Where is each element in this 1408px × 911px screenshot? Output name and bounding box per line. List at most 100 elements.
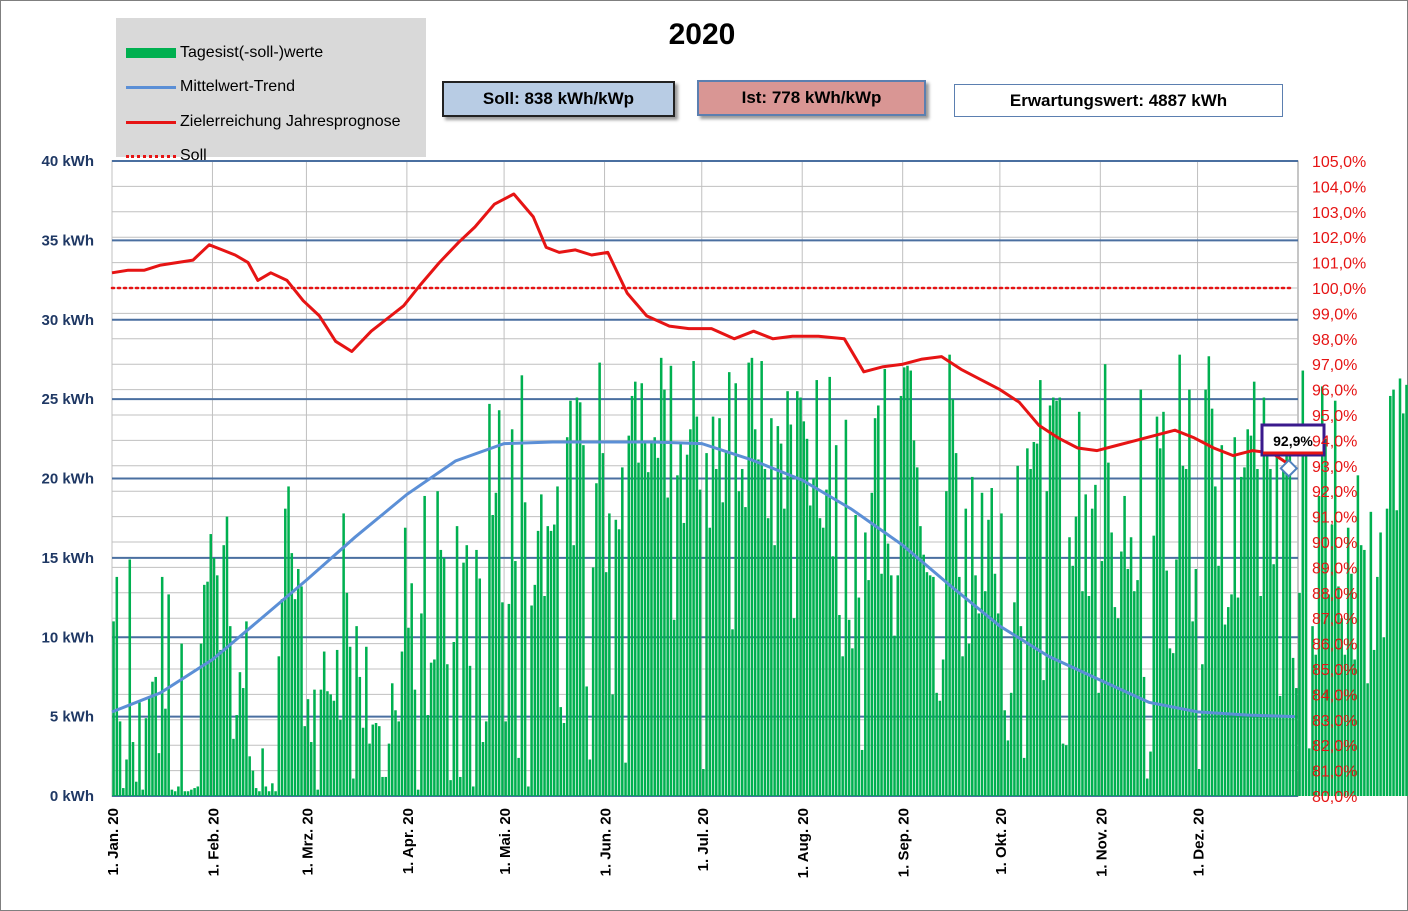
- y-left-tick-label: 40 kWh: [41, 153, 94, 170]
- bar-day: [199, 643, 203, 796]
- bar-day: [915, 467, 919, 796]
- bar-day: [352, 778, 355, 796]
- y-right-tick-label: 89,0%: [1312, 560, 1357, 577]
- bar-day: [488, 403, 491, 796]
- bar-day: [932, 576, 935, 796]
- bar-day: [702, 769, 705, 796]
- bar-day: [1120, 551, 1123, 796]
- bar-day: [1042, 680, 1045, 796]
- bar-day: [964, 508, 968, 796]
- bar-day: [624, 762, 627, 796]
- bar-day: [617, 529, 621, 796]
- bar-day: [834, 445, 838, 796]
- bar-day: [316, 789, 319, 796]
- bar-day: [938, 700, 942, 796]
- bar-day: [115, 576, 119, 796]
- x-tick-label: 1. Dez. 20: [1191, 808, 1208, 876]
- bar-day: [358, 676, 362, 796]
- bar-day: [951, 399, 955, 797]
- bar-day: [1016, 465, 1019, 796]
- bar-day: [776, 426, 780, 796]
- bar-day: [851, 648, 854, 796]
- chart-title: 2020: [668, 18, 736, 51]
- bar-day: [630, 395, 634, 796]
- bar-day: [698, 489, 702, 796]
- bar-day: [860, 749, 864, 796]
- bar-day: [465, 545, 469, 796]
- bar-day: [928, 575, 932, 796]
- bar-day: [248, 756, 251, 796]
- bar-day: [1116, 618, 1120, 796]
- y-left-tick-label: 20 kWh: [41, 471, 94, 488]
- bar-day: [880, 573, 883, 796]
- y-right-tick-label: 100,0%: [1312, 281, 1366, 298]
- bar-day: [533, 584, 537, 796]
- bar-day: [1077, 411, 1081, 796]
- bar-day: [1107, 462, 1110, 797]
- bar-day: [1184, 468, 1188, 796]
- bar-day: [847, 619, 851, 796]
- bar-day: [935, 692, 938, 796]
- bar-day: [996, 613, 1000, 796]
- bar-day: [941, 659, 945, 796]
- bar-day: [695, 416, 699, 796]
- y-right-tick-label: 103,0%: [1312, 205, 1366, 222]
- annotation-label: 92,9%: [1273, 433, 1313, 449]
- bar-day: [1126, 568, 1130, 796]
- bar-day: [1191, 621, 1194, 797]
- bar-day: [1227, 607, 1230, 796]
- bar-day: [595, 483, 598, 796]
- bar-day: [258, 791, 261, 796]
- bar-day: [1168, 648, 1172, 796]
- bar-day: [407, 627, 410, 796]
- legend-label-forecast: Zielerreichung Jahresprognose: [180, 113, 401, 130]
- bar-day: [1142, 676, 1146, 796]
- y-right-tick-label: 97,0%: [1312, 357, 1357, 374]
- bar-day: [961, 656, 964, 796]
- bar-day: [1392, 389, 1395, 796]
- bar-day: [1019, 626, 1023, 796]
- bar-day: [475, 549, 478, 796]
- ist-box: Ist: 778 kWh/kWp: [697, 80, 926, 116]
- bar-day: [747, 362, 750, 796]
- bar-day: [893, 635, 896, 796]
- bar-day: [663, 389, 666, 796]
- bar-day: [1071, 565, 1074, 796]
- bar-day: [1243, 467, 1246, 796]
- bar-day: [643, 441, 647, 796]
- bar-day: [112, 621, 115, 797]
- bar-day: [400, 651, 404, 796]
- legend-swatch-target: [126, 154, 176, 158]
- bar-day: [232, 738, 235, 796]
- bar-day: [634, 381, 637, 796]
- bar-day: [731, 629, 734, 796]
- bar-day: [1376, 576, 1379, 796]
- bar-day: [397, 721, 400, 796]
- y-right-tick-label: 88,0%: [1312, 586, 1357, 603]
- bar-day: [572, 545, 575, 796]
- bar-day: [786, 391, 789, 796]
- bar-day: [763, 468, 767, 796]
- bar-day: [565, 437, 569, 796]
- bar-day: [514, 561, 517, 796]
- trend-line: [111, 440, 1295, 719]
- bar-day: [190, 789, 193, 796]
- bar-day: [390, 683, 394, 796]
- bar-day: [792, 618, 796, 796]
- bar-day: [1333, 400, 1337, 796]
- bar-day: [1210, 408, 1214, 796]
- bar-day: [1162, 411, 1165, 796]
- bar-day: [481, 742, 485, 796]
- bar-day: [1035, 443, 1039, 796]
- bar-day: [329, 694, 332, 796]
- bar-day: [805, 438, 809, 796]
- bar-day: [705, 453, 708, 796]
- bar-day: [1022, 757, 1026, 796]
- bar-day: [815, 380, 818, 796]
- bar-day: [766, 518, 770, 796]
- bar-day: [118, 721, 122, 796]
- bar-day: [261, 748, 264, 797]
- bar-day: [1194, 568, 1198, 796]
- bar-day: [177, 786, 180, 796]
- bar-day: [1000, 513, 1003, 796]
